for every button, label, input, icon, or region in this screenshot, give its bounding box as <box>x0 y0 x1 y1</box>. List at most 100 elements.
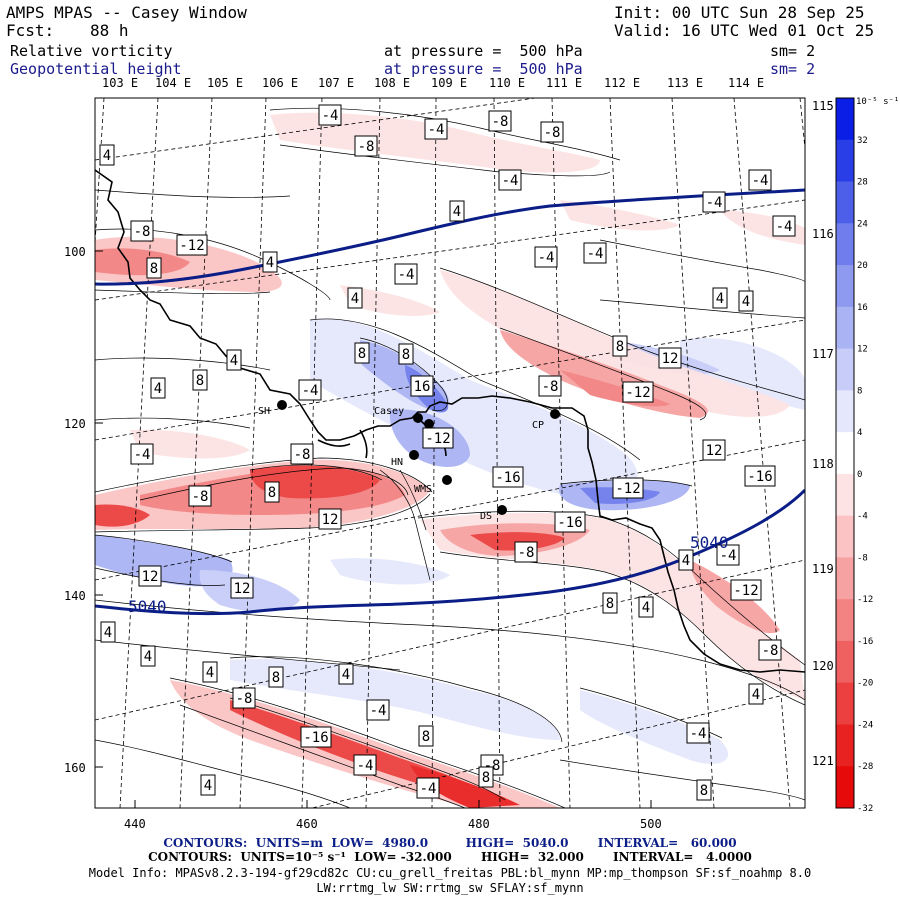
svg-text:-8: -8 <box>358 139 375 155</box>
colorbar-swatch <box>836 640 854 684</box>
colorbar-swatch <box>836 557 854 600</box>
svg-text:-8: -8 <box>542 379 559 395</box>
station-label-ds: DS <box>480 511 492 522</box>
contour-label: -12 <box>422 427 454 449</box>
contour-label: 8 <box>398 343 414 365</box>
svg-text:-8: -8 <box>294 447 311 463</box>
contour-label: -8 <box>130 220 154 242</box>
svg-text:-4: -4 <box>357 758 374 774</box>
colorbar-tick-label: 16 <box>857 303 868 313</box>
contour-label: 4 <box>748 683 764 705</box>
svg-text:-4: -4 <box>587 246 604 262</box>
contour-label: 4 <box>100 621 116 643</box>
svg-text:-8: -8 <box>544 125 561 141</box>
svg-text:8: 8 <box>606 596 614 612</box>
svg-text:4: 4 <box>144 649 152 665</box>
svg-text:4: 4 <box>104 625 112 641</box>
contour-label: 4 <box>140 645 156 667</box>
colorbar-tick-label: -24 <box>857 720 873 730</box>
top-lon-label: 112 E <box>604 76 641 90</box>
init-time: Init: 00 UTC Sun 28 Sep 25 <box>614 3 865 22</box>
svg-text:8: 8 <box>422 729 430 745</box>
contour-label: -4 <box>702 191 726 213</box>
svg-text:8: 8 <box>700 783 708 799</box>
contour-label: -4 <box>716 544 740 566</box>
svg-text:4: 4 <box>154 381 162 397</box>
contour-label: 12 <box>702 439 726 461</box>
svg-text:-4: -4 <box>502 173 519 189</box>
colorbar-swatch <box>836 306 854 350</box>
contour-label: -16 <box>492 466 524 488</box>
contour-label: -8 <box>758 639 782 661</box>
colorbar-tick-label: 20 <box>857 261 868 271</box>
forecast-label: Fcst: <box>6 21 55 40</box>
contour-label: 4 <box>338 663 354 685</box>
contour-label: 8 <box>478 766 494 788</box>
contour-label: -4 <box>416 777 440 799</box>
contour-label: 4 <box>262 251 278 273</box>
colorbar-tick-label: -28 <box>857 762 873 772</box>
map-frame <box>94 97 806 809</box>
svg-text:8: 8 <box>196 373 204 389</box>
svg-text:12: 12 <box>662 351 679 367</box>
contour-label: 8 <box>146 257 162 279</box>
colorbar-swatch <box>836 348 854 391</box>
colorbar-swatch <box>836 515 854 558</box>
contour-label: 8 <box>602 592 618 614</box>
svg-text:8: 8 <box>358 346 366 362</box>
height-label-5040: 5040 <box>690 533 729 552</box>
contour-label: -16 <box>744 465 776 487</box>
colorbar-tick-label: -32 <box>857 804 873 814</box>
contour-label: -8 <box>232 687 256 709</box>
contour-label: -8 <box>538 375 562 397</box>
top-lon-label: 109 E <box>431 76 468 90</box>
svg-text:4: 4 <box>351 291 359 307</box>
contour-label: -8 <box>188 485 212 507</box>
footer-contours-height: CONTOURS: UNITS=m LOW= 4980.0 HIGH= 5040… <box>163 836 737 850</box>
colorbar-tick-label: 28 <box>857 178 868 188</box>
svg-text:12: 12 <box>142 569 159 585</box>
colorbar-swatch <box>836 473 854 517</box>
colorbar-swatch <box>836 432 854 475</box>
top-lon-label: 108 E <box>374 76 411 90</box>
geopotential-height-lines <box>95 188 805 616</box>
svg-text:-4: -4 <box>398 267 415 283</box>
svg-text:-12: -12 <box>179 238 204 254</box>
contour-label: -8 <box>540 121 564 143</box>
top-lon-label: 103 E <box>102 76 139 90</box>
svg-text:-4: -4 <box>776 219 793 235</box>
colorbar-frame <box>835 97 855 809</box>
colorbar-tick-label: 32 <box>857 136 868 146</box>
colorbar-swatch <box>836 682 854 725</box>
svg-text:-4: -4 <box>370 703 387 719</box>
top-lon-label: 105 E <box>207 76 244 90</box>
contour-label: 12 <box>138 565 162 587</box>
svg-text:4: 4 <box>742 294 750 310</box>
x-axis-label: 480 <box>468 817 490 831</box>
svg-text:12: 12 <box>234 581 251 597</box>
colorbar-tick-label: -8 <box>857 553 868 563</box>
valid-time: Valid: 16 UTC Wed 01 Oct 25 <box>614 21 875 40</box>
contour-label: -8 <box>354 135 378 157</box>
svg-text:-16: -16 <box>303 730 328 746</box>
field1-level: at pressure = 500 hPa <box>384 42 583 60</box>
x-axis-label: 460 <box>296 817 318 831</box>
y-axis-label: 140 <box>64 589 86 603</box>
svg-text:-4: -4 <box>428 122 445 138</box>
contour-label: 8 <box>418 725 434 747</box>
svg-text:-16: -16 <box>495 470 520 486</box>
contour-label: 8 <box>696 779 712 801</box>
x-axis-label: 440 <box>124 817 146 831</box>
graticule <box>95 98 805 808</box>
contour-label: 4 <box>712 287 728 309</box>
top-lon-label: 107 E <box>318 76 355 90</box>
svg-text:-4: -4 <box>690 726 707 742</box>
colorbar-swatch <box>836 724 854 767</box>
colorbar-tick-label: 8 <box>857 386 862 396</box>
svg-text:8: 8 <box>482 770 490 786</box>
contour-label: 8 <box>354 342 370 364</box>
svg-text:8: 8 <box>616 339 624 355</box>
station-label-casey: Casey <box>374 406 404 417</box>
svg-text:4: 4 <box>752 687 760 703</box>
contour-label: -4 <box>366 699 390 721</box>
